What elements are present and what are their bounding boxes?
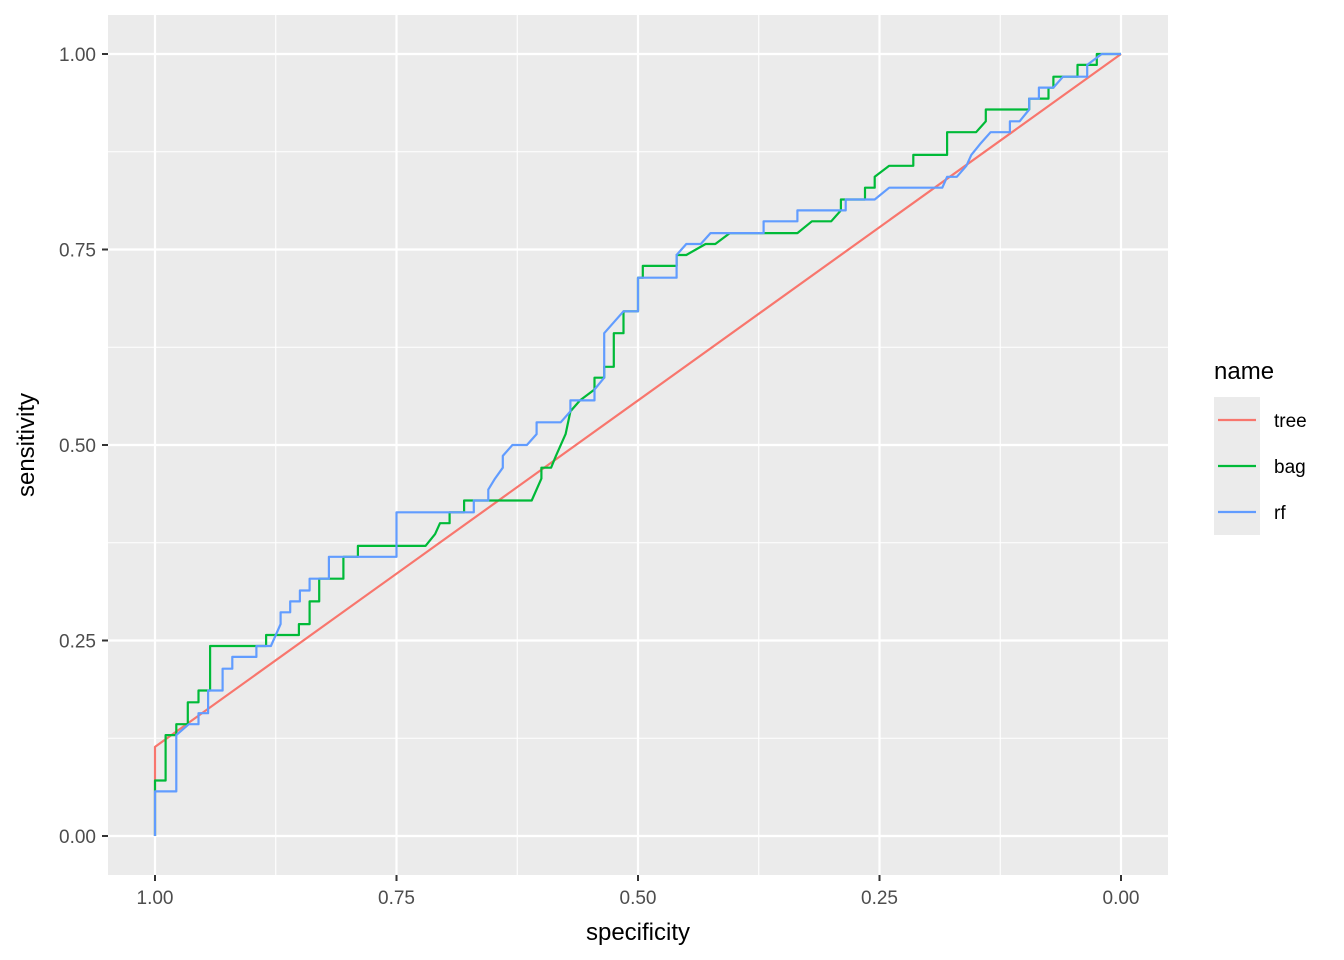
series-line-rf: [153, 52, 1121, 836]
x-tick-label: 0.50: [620, 888, 657, 909]
x-axis-title: specificity: [586, 919, 690, 946]
legend: name tree bag rf: [1214, 358, 1307, 535]
grid-major: [108, 15, 1168, 875]
series-layer: [153, 52, 1122, 836]
y-tick-label: 0.50: [59, 436, 96, 457]
legend-label-tree: tree: [1274, 411, 1307, 432]
x-tick-label: 1.00: [137, 888, 174, 909]
y-axis-title: sensitivity: [13, 393, 40, 497]
legend-label-bag: bag: [1274, 457, 1306, 478]
y-tick-label: 0.75: [59, 241, 96, 262]
legend-label-rf: rf: [1274, 503, 1286, 524]
y-tick-label: 0.00: [59, 827, 96, 848]
y-tick-label: 1.00: [59, 45, 96, 66]
legend-keys: tree bag rf: [1214, 397, 1307, 535]
legend-title: name: [1214, 358, 1274, 385]
y-tick-label: 0.25: [59, 632, 96, 653]
x-tick-label: 0.25: [861, 888, 898, 909]
x-tick-label: 0.75: [378, 888, 415, 909]
x-axis: 1.00 0.75 0.50 0.25 0.00: [137, 875, 1140, 909]
y-axis: 0.00 0.25 0.50 0.75 1.00: [59, 45, 108, 848]
x-tick-label: 0.00: [1103, 888, 1140, 909]
